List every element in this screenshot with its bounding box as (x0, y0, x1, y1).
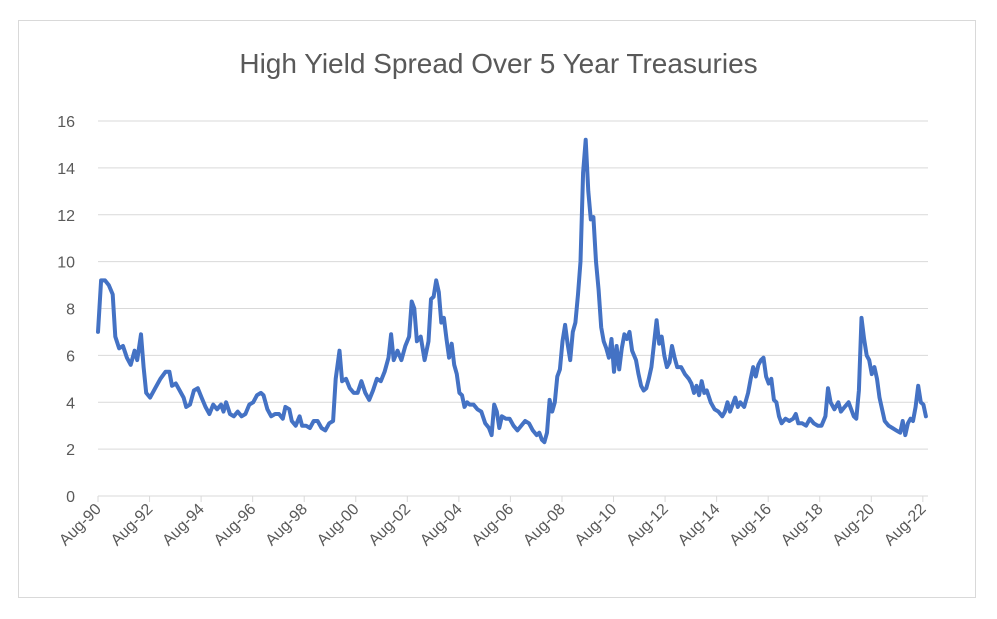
x-tick-label: Aug-00 (314, 501, 363, 550)
series-group (96, 137, 928, 445)
x-tick-label: Aug-22 (881, 501, 930, 550)
y-tick-label: 14 (57, 161, 75, 178)
x-tick-label: Aug-90 (56, 501, 105, 550)
x-tick-label: Aug-94 (159, 501, 208, 550)
y-tick-label: 10 (57, 255, 75, 272)
y-axis-ticks: 0 2 4 6 8 10 12 14 16 (57, 114, 75, 506)
chart-title: High Yield Spread Over 5 Year Treasuries (239, 48, 758, 79)
x-tick-label: Aug-08 (520, 501, 569, 550)
x-tick-label: Aug-02 (366, 501, 415, 550)
x-tick-label: Aug-04 (417, 501, 466, 550)
x-tick-label: Aug-20 (830, 501, 879, 550)
x-tick-label: Aug-96 (211, 501, 260, 550)
gridlines (98, 120, 928, 450)
x-tick-label: Aug-98 (263, 501, 312, 550)
series-line (96, 137, 928, 445)
y-tick-label: 2 (66, 442, 75, 459)
y-tick-label: 12 (57, 208, 75, 225)
x-tick-label: Aug-06 (469, 501, 518, 550)
x-tick-label: Aug-14 (675, 501, 724, 550)
x-axis: Aug-90 Aug-92 Aug-94 Aug-96 Aug-98 Aug-00 Aug-… (56, 495, 930, 550)
x-tick-label: Aug-16 (727, 501, 776, 550)
x-tick-label: Aug-92 (108, 501, 157, 550)
y-tick-label: 6 (66, 348, 75, 365)
y-tick-label: 8 (66, 302, 75, 319)
x-tick-label: Aug-18 (778, 501, 827, 550)
x-tick-label: Aug-10 (572, 501, 621, 550)
y-tick-label: 0 (66, 489, 75, 506)
y-tick-label: 16 (57, 114, 75, 131)
y-tick-label: 4 (66, 395, 75, 412)
x-tick-label: Aug-12 (623, 501, 672, 550)
